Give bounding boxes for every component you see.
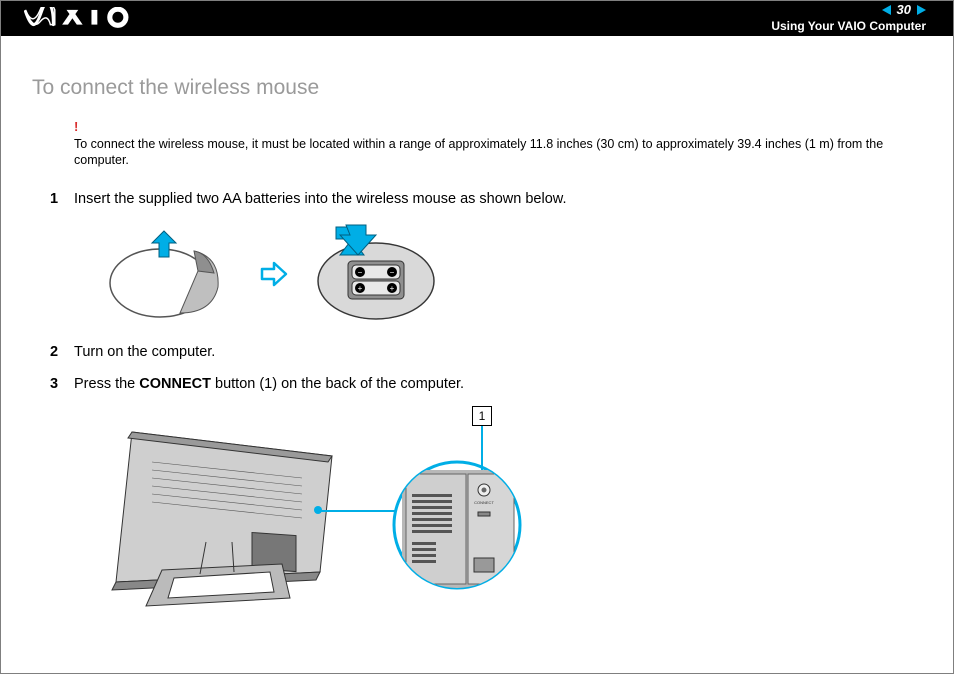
step-text: Turn on the computer. — [74, 342, 922, 364]
svg-text:+: + — [358, 284, 363, 293]
warning-text: To connect the wireless mouse, it must b… — [74, 136, 922, 170]
figure-computer-back: CONNECT 1 — [102, 406, 542, 626]
step-item: 2 Turn on the computer. — [32, 342, 922, 364]
step-number: 1 — [32, 189, 74, 211]
step-text-bold: CONNECT — [139, 376, 211, 392]
step-text: Insert the supplied two AA batteries int… — [74, 189, 922, 211]
vaio-logo — [24, 7, 149, 29]
callout-anchor-dot — [314, 506, 322, 514]
svg-text:−: − — [358, 268, 363, 277]
svg-text:CONNECT: CONNECT — [474, 500, 494, 505]
step-number: 3 — [32, 374, 74, 396]
nav-next-icon[interactable] — [917, 5, 926, 15]
svg-text:−: − — [390, 268, 395, 277]
callout-connector-line — [318, 510, 396, 512]
nav-prev-icon[interactable] — [882, 5, 891, 15]
step-list-cont: 2 Turn on the computer. 3 Press the CONN… — [32, 342, 922, 396]
step-text-suffix: button (1) on the back of the computer. — [211, 376, 464, 392]
callout-label-line — [481, 426, 483, 470]
mouse-open-illustration: − − + + — [306, 221, 446, 326]
page-content: To connect the wireless mouse ! To conne… — [0, 36, 954, 626]
zoom-circle-illustration: CONNECT — [392, 430, 522, 600]
step-text-prefix: Press the — [74, 376, 139, 392]
step-item: 3 Press the CONNECT button (1) on the ba… — [32, 374, 922, 396]
section-title: To connect the wireless mouse — [32, 76, 922, 100]
step-list: 1 Insert the supplied two AA batteries i… — [32, 189, 922, 211]
arrow-right-icon — [260, 261, 288, 287]
mouse-closed-illustration — [102, 221, 242, 326]
step-text: Press the CONNECT button (1) on the back… — [74, 374, 922, 396]
header-right: 30 Using Your VAIO Computer — [771, 2, 926, 34]
warning-icon: ! — [74, 118, 922, 136]
step-number: 2 — [32, 342, 74, 364]
header-section-label: Using Your VAIO Computer — [771, 19, 926, 35]
warning-block: ! To connect the wireless mouse, it must… — [74, 118, 922, 169]
header-bar: 30 Using Your VAIO Computer — [0, 0, 954, 36]
figure-mouse-batteries: − − + + — [102, 221, 922, 326]
pc-back-illustration — [102, 422, 352, 612]
callout-label: 1 — [472, 406, 492, 426]
step-item: 1 Insert the supplied two AA batteries i… — [32, 189, 922, 211]
page-nav: 30 — [882, 2, 926, 19]
page-number: 30 — [897, 2, 911, 19]
svg-text:+: + — [390, 284, 395, 293]
